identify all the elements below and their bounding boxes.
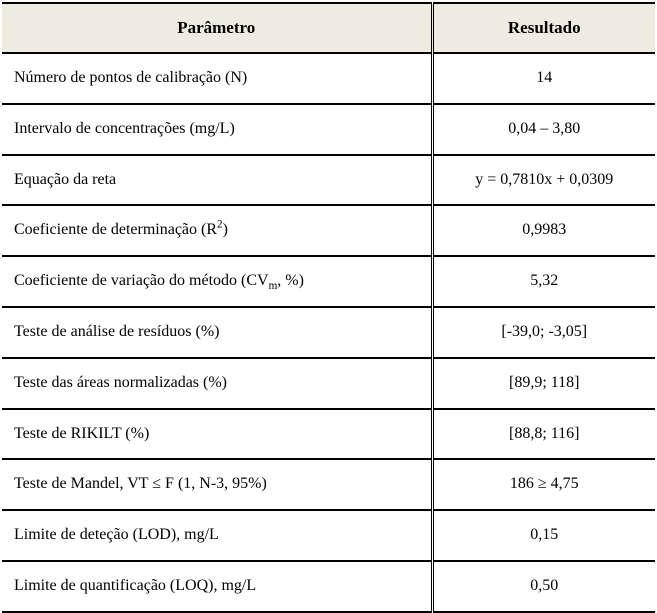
table-row: Coeficiente de determinação (R2)0,9983 <box>2 205 655 256</box>
param-cell: Equação da reta <box>2 155 432 206</box>
param-cell: Limite de deteção (LOD), mg/L <box>2 510 432 561</box>
header-parametro: Parâmetro <box>2 3 432 53</box>
param-cell: Teste de análise de resíduos (%) <box>2 307 432 358</box>
param-cell: Teste de Mandel, VT ≤ F (1, N-3, 95%) <box>2 459 432 510</box>
table-body: Número de pontos de calibração (N)14Inte… <box>2 53 655 612</box>
result-cell: 5,32 <box>432 256 655 307</box>
result-cell: y = 0,7810x + 0,0309 <box>432 155 655 206</box>
param-cell: Coeficiente de variação do método (CVm, … <box>2 256 432 307</box>
result-cell: 0,04 – 3,80 <box>432 104 655 155</box>
table-row: Coeficiente de variação do método (CVm, … <box>2 256 655 307</box>
result-cell: [-39,0; -3,05] <box>432 307 655 358</box>
result-cell: 0,50 <box>432 561 655 612</box>
table-row: Limite de deteção (LOD), mg/L0,15 <box>2 510 655 561</box>
param-cell: Intervalo de concentrações (mg/L) <box>2 104 432 155</box>
param-cell: Teste das áreas normalizadas (%) <box>2 358 432 409</box>
table-row: Equação da retay = 0,7810x + 0,0309 <box>2 155 655 206</box>
table-row: Intervalo de concentrações (mg/L)0,04 – … <box>2 104 655 155</box>
table-row: Teste de Mandel, VT ≤ F (1, N-3, 95%)186… <box>2 459 655 510</box>
table-row: Teste das áreas normalizadas (%)[89,9; 1… <box>2 358 655 409</box>
table-row: Teste de análise de resíduos (%)[-39,0; … <box>2 307 655 358</box>
parameters-table: Parâmetro Resultado Número de pontos de … <box>2 2 655 613</box>
param-cell: Número de pontos de calibração (N) <box>2 53 432 104</box>
table-header-row: Parâmetro Resultado <box>2 3 655 53</box>
result-cell: 0,9983 <box>432 205 655 256</box>
result-cell: 186 ≥ 4,75 <box>432 459 655 510</box>
result-cell: 0,15 <box>432 510 655 561</box>
result-cell: [89,9; 118] <box>432 358 655 409</box>
table-row: Teste de RIKILT (%)[88,8; 116] <box>2 409 655 460</box>
param-cell: Teste de RIKILT (%) <box>2 409 432 460</box>
result-cell: 14 <box>432 53 655 104</box>
param-cell: Limite de quantificação (LOQ), mg/L <box>2 561 432 612</box>
result-cell: [88,8; 116] <box>432 409 655 460</box>
param-cell: Coeficiente de determinação (R2) <box>2 205 432 256</box>
header-resultado: Resultado <box>432 3 655 53</box>
table-row: Limite de quantificação (LOQ), mg/L0,50 <box>2 561 655 612</box>
table-row: Número de pontos de calibração (N)14 <box>2 53 655 104</box>
